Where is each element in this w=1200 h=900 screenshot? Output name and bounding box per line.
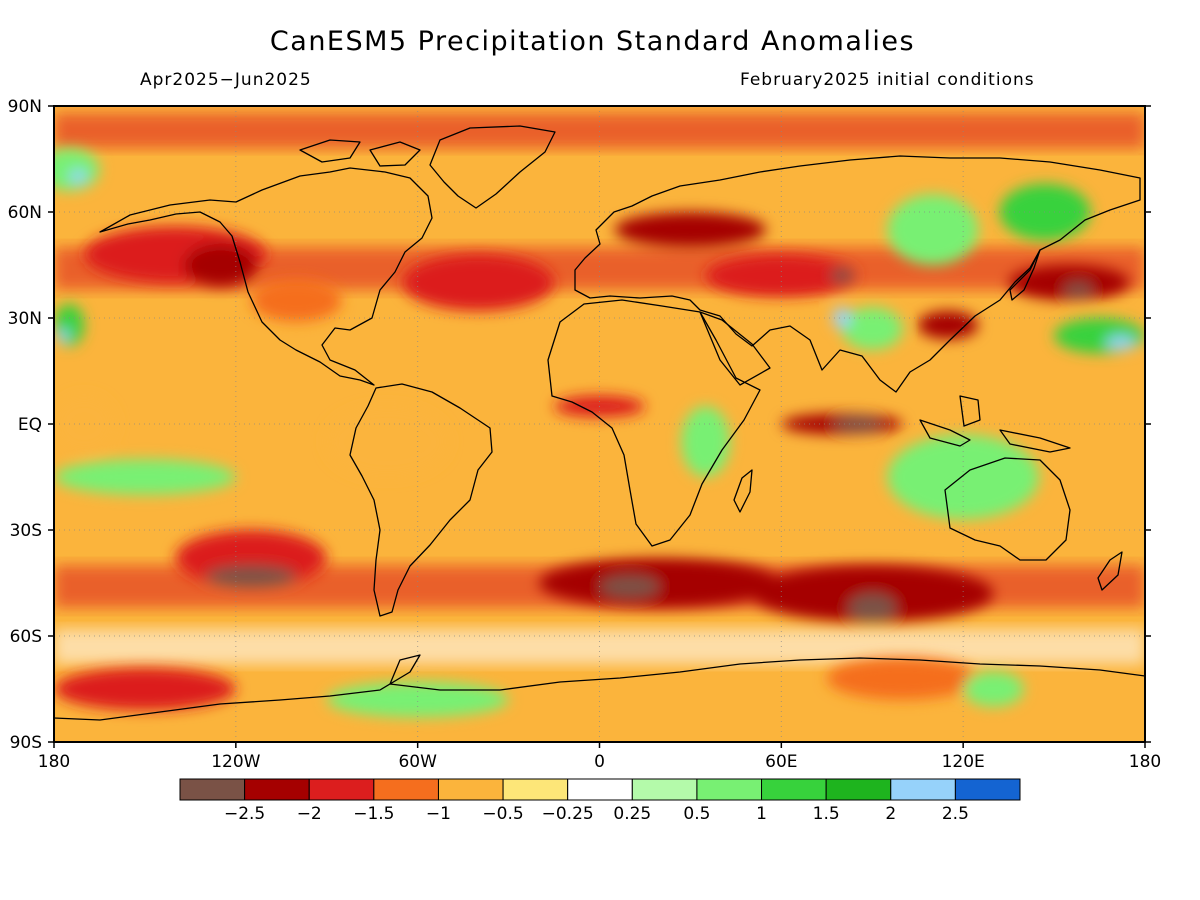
anomaly-region [54, 148, 100, 191]
colorbar-label: 0.5 [683, 804, 710, 824]
lat-tick-label: 60N [8, 203, 42, 223]
colorbar-swatch [696, 778, 763, 801]
anomaly-region [681, 406, 730, 477]
anomaly-region [57, 328, 70, 343]
anomaly-region [832, 416, 882, 432]
anomaly-region [250, 279, 342, 322]
colorbar-label: −0.25 [542, 804, 594, 824]
colorbar-swatch [502, 778, 569, 801]
colorbar-label: 2.5 [942, 804, 969, 824]
map-title: CanESM5 Precipitation Standard Anomalies [269, 26, 916, 57]
colorbar-swatch [631, 778, 698, 801]
lon-tick-label: 180 [1129, 752, 1161, 772]
anomaly-region [1105, 335, 1136, 350]
colorbar-label: 2 [885, 804, 896, 824]
colorbar-swatch [890, 778, 956, 801]
initial-conditions: February2025 initial conditions [740, 70, 1035, 90]
anomaly-region [832, 307, 852, 329]
anomaly-region [1063, 282, 1094, 297]
colorbar-label: −2.5 [224, 804, 265, 824]
anomaly-region [599, 575, 661, 598]
anomaly-region [705, 254, 858, 297]
lon-tick-label: 120W [211, 752, 260, 772]
anomaly-blobs [54, 148, 1145, 718]
lon-tick-label: 0 [594, 752, 605, 772]
colorbar-label: 0.25 [613, 804, 651, 824]
colorbar-swatch [373, 778, 439, 801]
anomaly-region [54, 459, 236, 495]
lon-tick-label: 180 [38, 752, 70, 772]
colorbar-label: 1 [756, 804, 767, 824]
colorbar-label: 1.5 [813, 804, 840, 824]
anomaly-region [1008, 265, 1130, 301]
colorbar-swatch [179, 778, 246, 801]
anomaly-region [917, 310, 979, 340]
colorbar-swatch [567, 778, 633, 801]
anomaly-field [54, 106, 1145, 742]
anomaly-region [751, 565, 994, 622]
anomaly-region [184, 243, 258, 287]
lat-tick-label: 30N [8, 309, 42, 329]
colorbar-label: −1.5 [353, 804, 394, 824]
anomaly-region [841, 307, 903, 350]
lat-tick-label: 30S [10, 521, 42, 541]
colorbar-label: −2 [297, 804, 322, 824]
anomaly-region [963, 671, 1024, 707]
colorbar-label: −0.5 [482, 804, 523, 824]
lon-tick-label: 60W [398, 752, 437, 772]
arctic-band [54, 113, 1145, 149]
forecast-period: Apr2025−Jun2025 [140, 70, 312, 90]
lat-tick-label: 60S [10, 627, 42, 647]
colorbar-swatch [825, 778, 892, 801]
anomaly-region [887, 434, 1039, 520]
anomaly-region [402, 254, 555, 311]
colorbar: −2.5 −2 −1.5 −1 −0.5 −0.25 0.25 0.5 1 1.5 2 2.5 [179, 778, 1021, 824]
colorbar-swatch [308, 778, 375, 801]
colorbar-swatch [244, 778, 310, 801]
lat-tick-label: EQ [18, 415, 42, 435]
anomaly-region [848, 593, 897, 622]
lon-tick-label: 60E [765, 752, 797, 772]
anomaly-region [829, 268, 855, 283]
anomaly-region [69, 169, 88, 184]
anomaly-region [826, 657, 979, 700]
anomaly-region [614, 212, 767, 248]
anomaly-region [538, 558, 782, 608]
colorbar-label: −1 [426, 804, 451, 824]
anomaly-region [1054, 318, 1145, 354]
anomaly-region [54, 667, 236, 711]
lat-tick-label: 90N [8, 97, 42, 117]
colorbar-swatch [437, 778, 504, 801]
colorbar-swatch [761, 778, 827, 801]
anomaly-region [326, 406, 448, 477]
gridlines [54, 106, 1145, 742]
lon-tick-label: 120E [942, 752, 985, 772]
anomaly-region [205, 565, 297, 587]
colorbar-swatch [954, 778, 1021, 801]
coastlines [54, 125, 1145, 721]
lat-tick-label: 90S [10, 733, 42, 753]
anomaly-region [887, 194, 979, 265]
